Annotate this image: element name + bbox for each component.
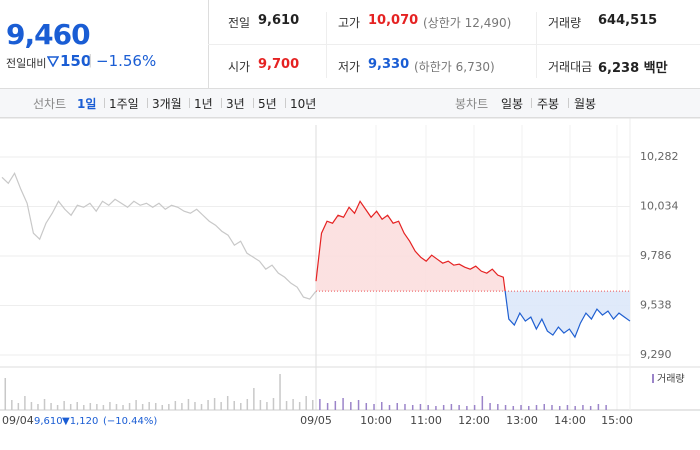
tab[interactable]: 1년 <box>194 97 213 111</box>
price-line <box>315 200 631 339</box>
summary-label: 전일 <box>228 16 251 30</box>
x-tick-label: 15:00 <box>601 414 633 427</box>
y-tick-label: 9,786 <box>640 249 672 262</box>
change: 150 <box>60 52 92 70</box>
tab-divider <box>147 98 148 108</box>
tab-divider <box>253 98 254 108</box>
summary-value: 9,700 <box>258 57 300 72</box>
divider <box>326 12 327 78</box>
tab[interactable]: 10년 <box>290 97 317 111</box>
tab[interactable]: 주봉 <box>537 97 560 111</box>
tab[interactable]: 일봉 <box>501 97 524 111</box>
volume-legend: 거래량 <box>657 373 685 385</box>
summary-label: 거래량 <box>548 16 582 30</box>
x-tick-label: 09/04 <box>2 414 34 427</box>
x-tick-label: 13:00 <box>506 414 538 427</box>
price-line <box>1 171 317 300</box>
area <box>316 201 630 338</box>
tab-divider <box>568 98 569 108</box>
legend-close: 9,610 <box>34 416 63 427</box>
x-tick-label: 12:00 <box>458 414 490 427</box>
tab[interactable]: 3년 <box>226 97 245 111</box>
summary-label: 시가 <box>228 60 251 74</box>
y-tick-label: 9,290 <box>640 348 672 361</box>
tab[interactable]: 1일 <box>77 97 97 111</box>
x-tick-label: 09/05 <box>300 414 332 427</box>
change-rate: −1.56% <box>96 52 157 70</box>
volume-legend-swatch <box>652 374 654 383</box>
tab-divider <box>189 98 190 108</box>
x-tick-label: 11:00 <box>410 414 442 427</box>
y-tick-label: 10,034 <box>640 199 679 212</box>
tab-divider <box>221 98 222 108</box>
summary-value: 10,070 <box>368 13 419 28</box>
summary-label: 저가 <box>338 60 361 74</box>
summary-value: 644,515 <box>598 13 658 28</box>
tab-divider <box>285 98 286 108</box>
tab-divider <box>531 98 532 108</box>
legend-rate: (−10.44%) <box>103 416 157 427</box>
summary-value: 9,610 <box>258 13 300 28</box>
summary-value: 6,238 백만 <box>598 61 668 76</box>
divider <box>208 44 700 45</box>
change-label: 전일대비 <box>6 57 47 70</box>
divider <box>536 12 537 78</box>
x-tick-label: 14:00 <box>554 414 586 427</box>
tab[interactable]: 월봉 <box>574 97 597 111</box>
summary-label: 거래대금 <box>548 60 593 74</box>
y-tick-label: 9,538 <box>640 298 672 311</box>
summary-note: (하한가 6,730) <box>414 60 495 74</box>
tab-group-label: 선차트 <box>33 97 67 111</box>
y-tick-label: 10,282 <box>640 150 679 163</box>
summary-label: 고가 <box>338 16 361 30</box>
tab-divider <box>104 98 105 108</box>
price: 9,460 <box>6 18 91 51</box>
summary-note: (상한가 12,490) <box>423 16 512 30</box>
tab-bar: 선차트 1일 1주일 3개월 1년 3년 5년 10년 봉차트 일봉 주봉 월봉 <box>0 88 700 118</box>
tab[interactable]: 3개월 <box>152 97 182 111</box>
x-tick-label: 10:00 <box>360 414 392 427</box>
down-icon <box>47 56 59 67</box>
tab-group-label: 봉차트 <box>455 97 489 111</box>
tab[interactable]: 5년 <box>258 97 277 111</box>
tab[interactable]: 1주일 <box>109 97 139 111</box>
divider: | <box>88 53 93 68</box>
legend-change: ▼1,120 <box>62 416 98 427</box>
summary-value: 9,330 <box>368 57 410 72</box>
